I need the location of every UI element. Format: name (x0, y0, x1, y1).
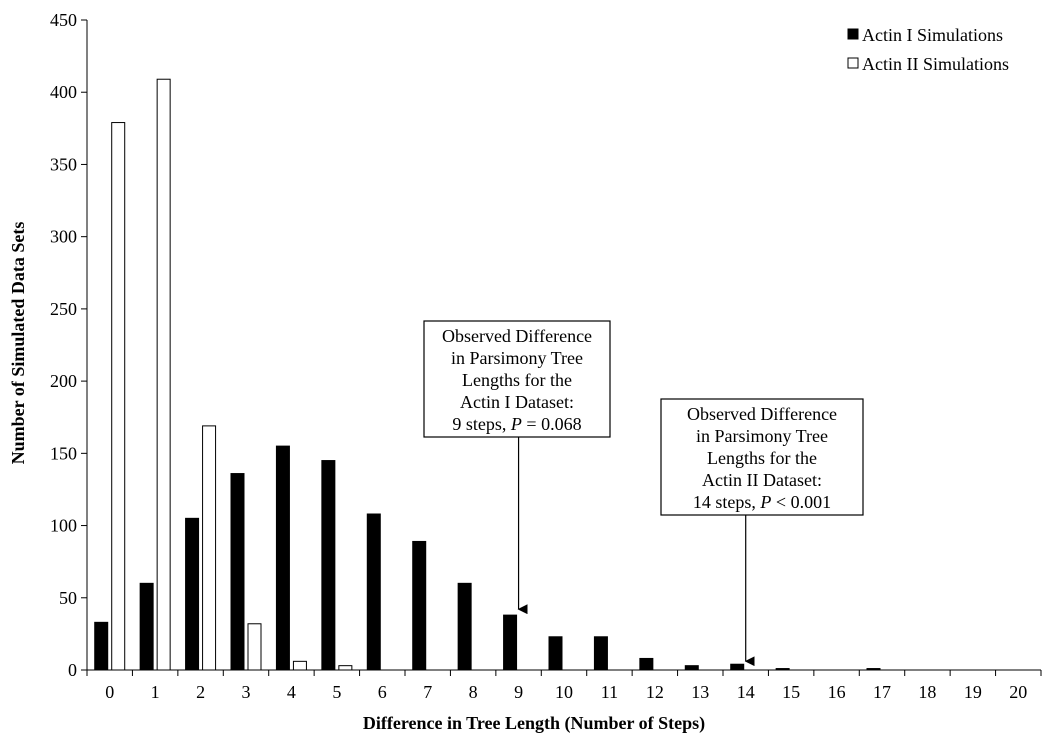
annotation-line: in Parsimony Tree (696, 426, 828, 446)
x-tick-label: 13 (691, 682, 709, 702)
x-tick-label: 2 (196, 682, 205, 702)
bar-actin-ii (247, 623, 262, 671)
bar-actin-i (457, 582, 472, 671)
annotation-line: Lengths for the (462, 370, 572, 390)
x-tick-label: 4 (287, 682, 296, 702)
x-tick-label: 5 (332, 682, 341, 702)
y-tick-label: 150 (50, 443, 77, 463)
annotation-box (660, 398, 864, 516)
bar-actin-i (185, 517, 200, 671)
annotation-line: Lengths for the (707, 448, 817, 468)
bar-actin-i (321, 460, 336, 671)
bar-actin-i (593, 636, 608, 671)
y-tick-label: 250 (50, 299, 77, 319)
x-tick-label: 8 (469, 682, 478, 702)
annotation-line: Actin I Dataset: (460, 392, 574, 412)
x-tick-label: 12 (646, 682, 664, 702)
x-tick-label: 0 (105, 682, 114, 702)
bar-actin-i (94, 621, 109, 671)
y-tick-label: 0 (68, 660, 77, 680)
bar-actin-ii (292, 660, 307, 671)
legend-label: Actin II Simulations (862, 54, 1009, 74)
y-tick-label: 50 (59, 588, 77, 608)
x-tick-label: 15 (782, 682, 800, 702)
bar-actin-i (503, 614, 518, 671)
bar-actin-i (412, 540, 427, 671)
x-tick-label: 10 (555, 682, 573, 702)
x-tick-label: 18 (918, 682, 936, 702)
bar-actin-i (366, 513, 381, 671)
bar-actin-ii (156, 78, 171, 671)
x-tick-label: 14 (737, 682, 755, 702)
annotation-line: in Parsimony Tree (451, 348, 583, 368)
x-tick-label: 20 (1009, 682, 1027, 702)
bar-actin-i (684, 665, 699, 671)
x-tick-label: 6 (378, 682, 387, 702)
legend: Actin I Simulations Actin II Simulations (847, 25, 1009, 74)
annotation-line: Observed Difference (687, 404, 837, 424)
legend-label: Actin I Simulations (862, 25, 1003, 45)
y-tick-label: 350 (50, 154, 77, 174)
bar-actin-ii (202, 425, 217, 671)
bar-actin-i (639, 657, 654, 671)
bar-actin-i (139, 582, 154, 671)
y-tick-label: 100 (50, 516, 77, 536)
bar-actin-i (548, 636, 563, 671)
y-tick-label: 300 (50, 227, 77, 247)
x-tick-label: 19 (964, 682, 982, 702)
x-axis-title: Difference in Tree Length (Number of Ste… (363, 713, 705, 734)
x-tick-label: 17 (873, 682, 891, 702)
bar-actin-i (275, 445, 290, 671)
bar-actin-ii (111, 122, 126, 671)
annotation-line: Observed Difference (442, 326, 592, 346)
bars (94, 78, 881, 671)
y-tick-label: 200 (50, 371, 77, 391)
y-axis-title: Number of Simulated Data Sets (8, 222, 28, 465)
bar-actin-ii (338, 665, 353, 671)
bar-actin-i (730, 663, 745, 671)
annotation-line: Actin II Dataset: (702, 470, 822, 490)
x-tick-label: 1 (151, 682, 160, 702)
annotation-line: 9 steps, P = 0.068 (452, 414, 581, 434)
x-tick-label: 7 (423, 682, 432, 702)
annotation-line: 14 steps, P < 0.001 (693, 492, 831, 512)
legend-swatch (847, 57, 859, 69)
x-tick-label: 16 (828, 682, 846, 702)
x-tick-label: 3 (242, 682, 251, 702)
x-tick-label: 11 (601, 682, 618, 702)
y-tick-label: 450 (50, 10, 77, 30)
y-tick-label: 400 (50, 82, 77, 102)
annotation-box (423, 320, 611, 438)
bar-actin-i (230, 473, 245, 671)
legend-swatch (847, 28, 859, 40)
x-tick-label: 9 (514, 682, 523, 702)
